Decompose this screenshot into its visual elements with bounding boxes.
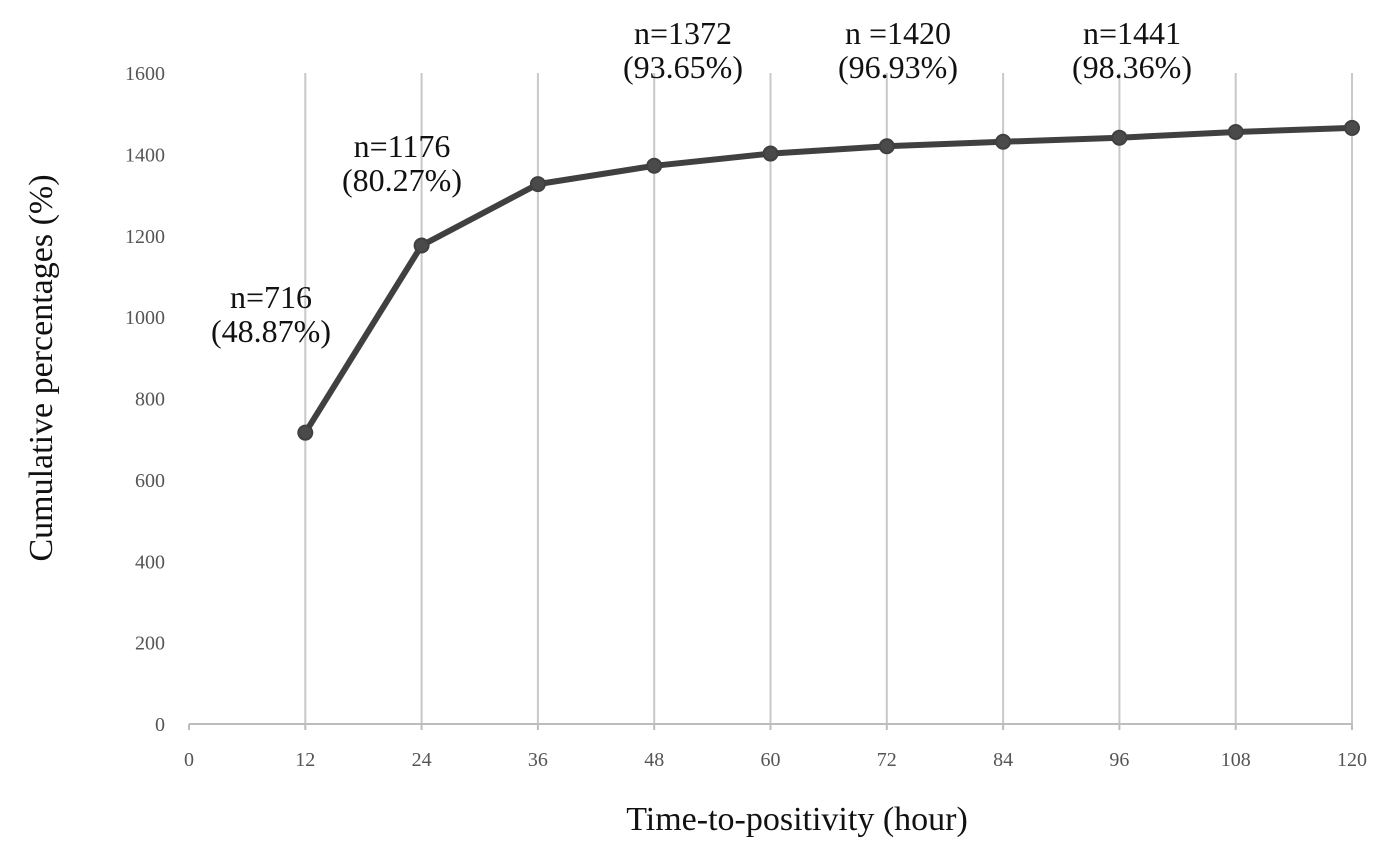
data-point xyxy=(878,138,895,155)
y-tick-label: 1400 xyxy=(125,144,165,166)
y-tick-label: 0 xyxy=(155,714,165,736)
x-tick-labels: 0 12 24 36 48 60 72 84 96 108 120 xyxy=(184,749,1367,771)
series-markers xyxy=(297,119,1360,441)
data-point xyxy=(297,424,314,441)
annotation-label: n=716 (48.87%) xyxy=(211,279,331,349)
x-tick-label: 96 xyxy=(1109,749,1129,771)
annotation-label: n=1176 (80.27%) xyxy=(342,128,462,198)
data-point xyxy=(1227,123,1244,140)
x-tick-label: 24 xyxy=(412,749,432,771)
x-tick-label: 120 xyxy=(1337,749,1367,771)
y-axis-title: Cumulative percentages (%) xyxy=(23,174,60,561)
annotation-label: n=1441 (98.36%) xyxy=(1072,15,1192,85)
y-tick-label: 200 xyxy=(135,633,165,655)
annotation-label: n =1420 (96.93%) xyxy=(838,15,958,85)
data-point xyxy=(762,145,779,162)
x-tick-label: 12 xyxy=(295,749,315,771)
y-tick-label: 800 xyxy=(135,389,165,411)
data-annotations: n=716 (48.87%) n=1176 (80.27%) n=1372 (93.65%… xyxy=(211,15,1192,349)
y-tick-label: 1200 xyxy=(125,226,165,248)
x-tick-label: 108 xyxy=(1221,749,1251,771)
y-tick-labels: 0 200 400 600 800 1000 1200 1400 1600 xyxy=(125,63,165,736)
data-point xyxy=(995,133,1012,150)
x-axis-title: Time-to-positivity (hour) xyxy=(626,801,968,838)
data-point xyxy=(646,157,663,174)
data-point xyxy=(1111,129,1128,146)
x-tick-label: 36 xyxy=(528,749,548,771)
x-tick-label: 84 xyxy=(993,749,1013,771)
data-point xyxy=(413,237,430,254)
data-point xyxy=(529,176,546,193)
x-tick-label: 72 xyxy=(877,749,897,771)
y-tick-label: 1000 xyxy=(125,307,165,329)
y-tick-label: 1600 xyxy=(125,63,165,85)
x-tick-label: 60 xyxy=(761,749,781,771)
y-tick-label: 400 xyxy=(135,551,165,573)
x-tick-label: 0 xyxy=(184,749,194,771)
annotation-label: n=1372 (93.65%) xyxy=(623,15,743,85)
x-tick-label: 48 xyxy=(644,749,664,771)
data-point xyxy=(1344,119,1360,136)
y-tick-label: 600 xyxy=(135,470,165,492)
series-line xyxy=(302,124,1355,436)
